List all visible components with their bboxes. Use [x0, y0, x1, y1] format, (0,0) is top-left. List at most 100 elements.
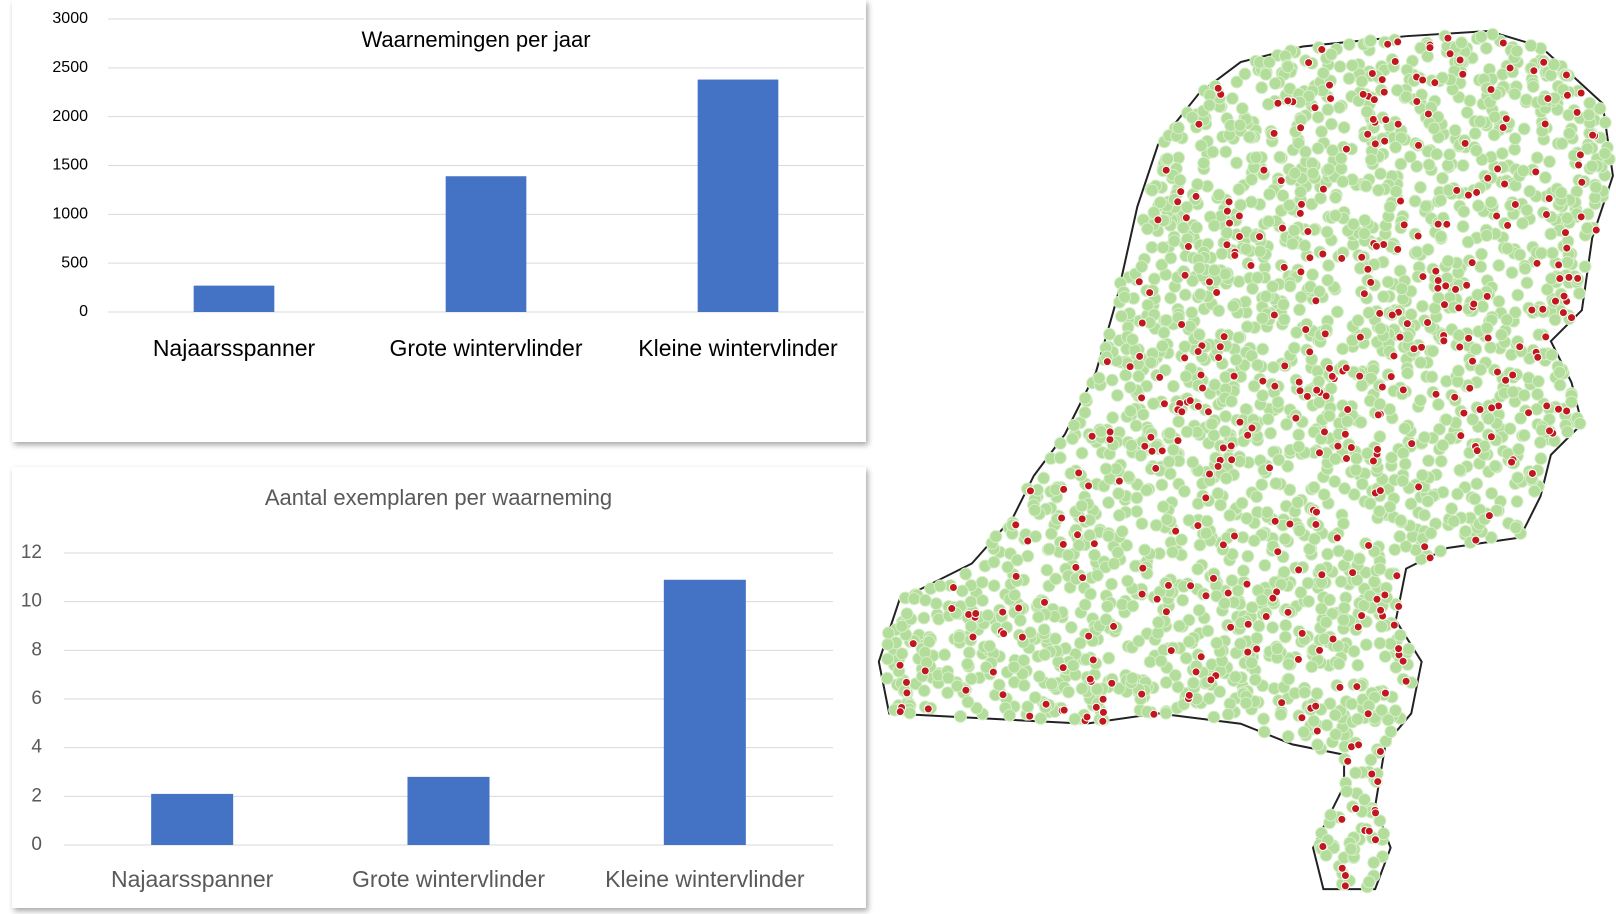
map-dot — [1538, 171, 1552, 185]
map-dot — [1418, 272, 1428, 282]
map-dot — [1007, 660, 1021, 674]
map-dot — [1124, 438, 1138, 452]
map-dot — [1306, 166, 1320, 180]
map-dot — [1373, 562, 1387, 576]
map-dot — [1235, 101, 1249, 115]
chart: 0 500 1000 1500 2000 2500 3000 Waarnemingen per… — [52, 10, 864, 361]
map-dot — [1407, 439, 1417, 449]
map-dot — [1367, 769, 1377, 779]
map-dot — [1112, 487, 1126, 501]
map-dot — [1492, 258, 1506, 272]
map-dot — [1062, 685, 1076, 699]
map-dot — [1433, 276, 1443, 286]
map-dot — [987, 555, 1001, 569]
map-dot — [1256, 342, 1270, 356]
map-dot — [1017, 678, 1031, 692]
map-dot — [1510, 199, 1520, 209]
map-dot — [1321, 391, 1331, 401]
map-dot — [1232, 275, 1246, 289]
map-dot — [1099, 462, 1113, 476]
map-dot — [1258, 376, 1268, 386]
map-dot — [1245, 172, 1259, 186]
map-dot — [961, 685, 971, 695]
map-dot — [1171, 526, 1181, 536]
map-dot — [1172, 151, 1186, 165]
map-dot — [1234, 232, 1244, 242]
map-dot — [1281, 60, 1295, 74]
map-dot — [1185, 306, 1199, 320]
map-dot — [1173, 173, 1187, 187]
map-dot — [1572, 286, 1586, 300]
map-dot — [1325, 363, 1335, 373]
map-dot — [1207, 710, 1221, 724]
map-dot — [1085, 674, 1095, 684]
map-dot — [1337, 863, 1347, 873]
map-dot — [1523, 184, 1537, 198]
map-dot — [1137, 589, 1147, 599]
map-dot — [1541, 209, 1551, 219]
map-dot — [1221, 707, 1235, 721]
map-dot — [1064, 620, 1078, 634]
map-dot — [1515, 342, 1525, 352]
map-dot — [1147, 272, 1161, 286]
map-dot — [1555, 274, 1565, 284]
map-dot — [1322, 409, 1336, 423]
map-dot — [895, 619, 909, 633]
map-dot — [1475, 153, 1489, 167]
map-dot — [988, 667, 998, 677]
map-dot — [1434, 230, 1448, 244]
map-dot — [1514, 411, 1528, 425]
map-dot — [1111, 545, 1125, 559]
map-dot — [1208, 573, 1218, 583]
map-dot — [1291, 495, 1305, 509]
map-dot — [1159, 313, 1173, 327]
y-tick-label: 8 — [31, 639, 42, 660]
map-dot — [1180, 353, 1190, 363]
map-dot — [1160, 513, 1174, 527]
map-dot — [1266, 280, 1280, 294]
map-dot — [1336, 175, 1350, 189]
map-dot — [1375, 746, 1385, 756]
map-dot — [1508, 87, 1522, 101]
map-dot — [1503, 422, 1517, 436]
map-dot — [1439, 300, 1449, 310]
map-dot — [1445, 502, 1459, 516]
map-dot — [1245, 349, 1259, 363]
map-dot — [941, 686, 955, 700]
map-dot — [1372, 504, 1386, 518]
map-dot — [1280, 361, 1290, 371]
map-dot — [1193, 521, 1203, 531]
map-dot — [1482, 412, 1496, 426]
map-dot — [1488, 459, 1502, 473]
map-dot — [968, 632, 978, 642]
map-dot — [1268, 76, 1282, 90]
map-dot — [1251, 271, 1265, 285]
map-dot — [1325, 80, 1335, 90]
map-dot — [1194, 119, 1204, 129]
map-dot — [1137, 393, 1147, 403]
map-dot — [1363, 497, 1377, 511]
map-dot — [1416, 342, 1426, 352]
map-dot — [1399, 90, 1413, 104]
map-dot — [1213, 685, 1227, 699]
map-dot — [1358, 89, 1368, 99]
map-dot — [1542, 155, 1556, 169]
map-dot — [1204, 277, 1214, 287]
map-dot — [1102, 651, 1116, 665]
map-dot — [1241, 549, 1255, 563]
map-dot — [1092, 371, 1106, 385]
map-dot — [1357, 611, 1367, 621]
map-dot — [1166, 443, 1180, 457]
map-dot — [1157, 326, 1171, 340]
map-dot — [1297, 628, 1307, 638]
map-dot — [1320, 329, 1330, 339]
map-dot — [1545, 348, 1559, 362]
bar — [151, 793, 234, 845]
map-dot — [1229, 531, 1239, 541]
map-dot — [1317, 488, 1331, 502]
map-dot — [1347, 487, 1361, 501]
map-dot — [1201, 624, 1215, 638]
map-dot — [1098, 694, 1108, 704]
map-dot — [1307, 480, 1321, 494]
map-dot — [1560, 425, 1574, 439]
